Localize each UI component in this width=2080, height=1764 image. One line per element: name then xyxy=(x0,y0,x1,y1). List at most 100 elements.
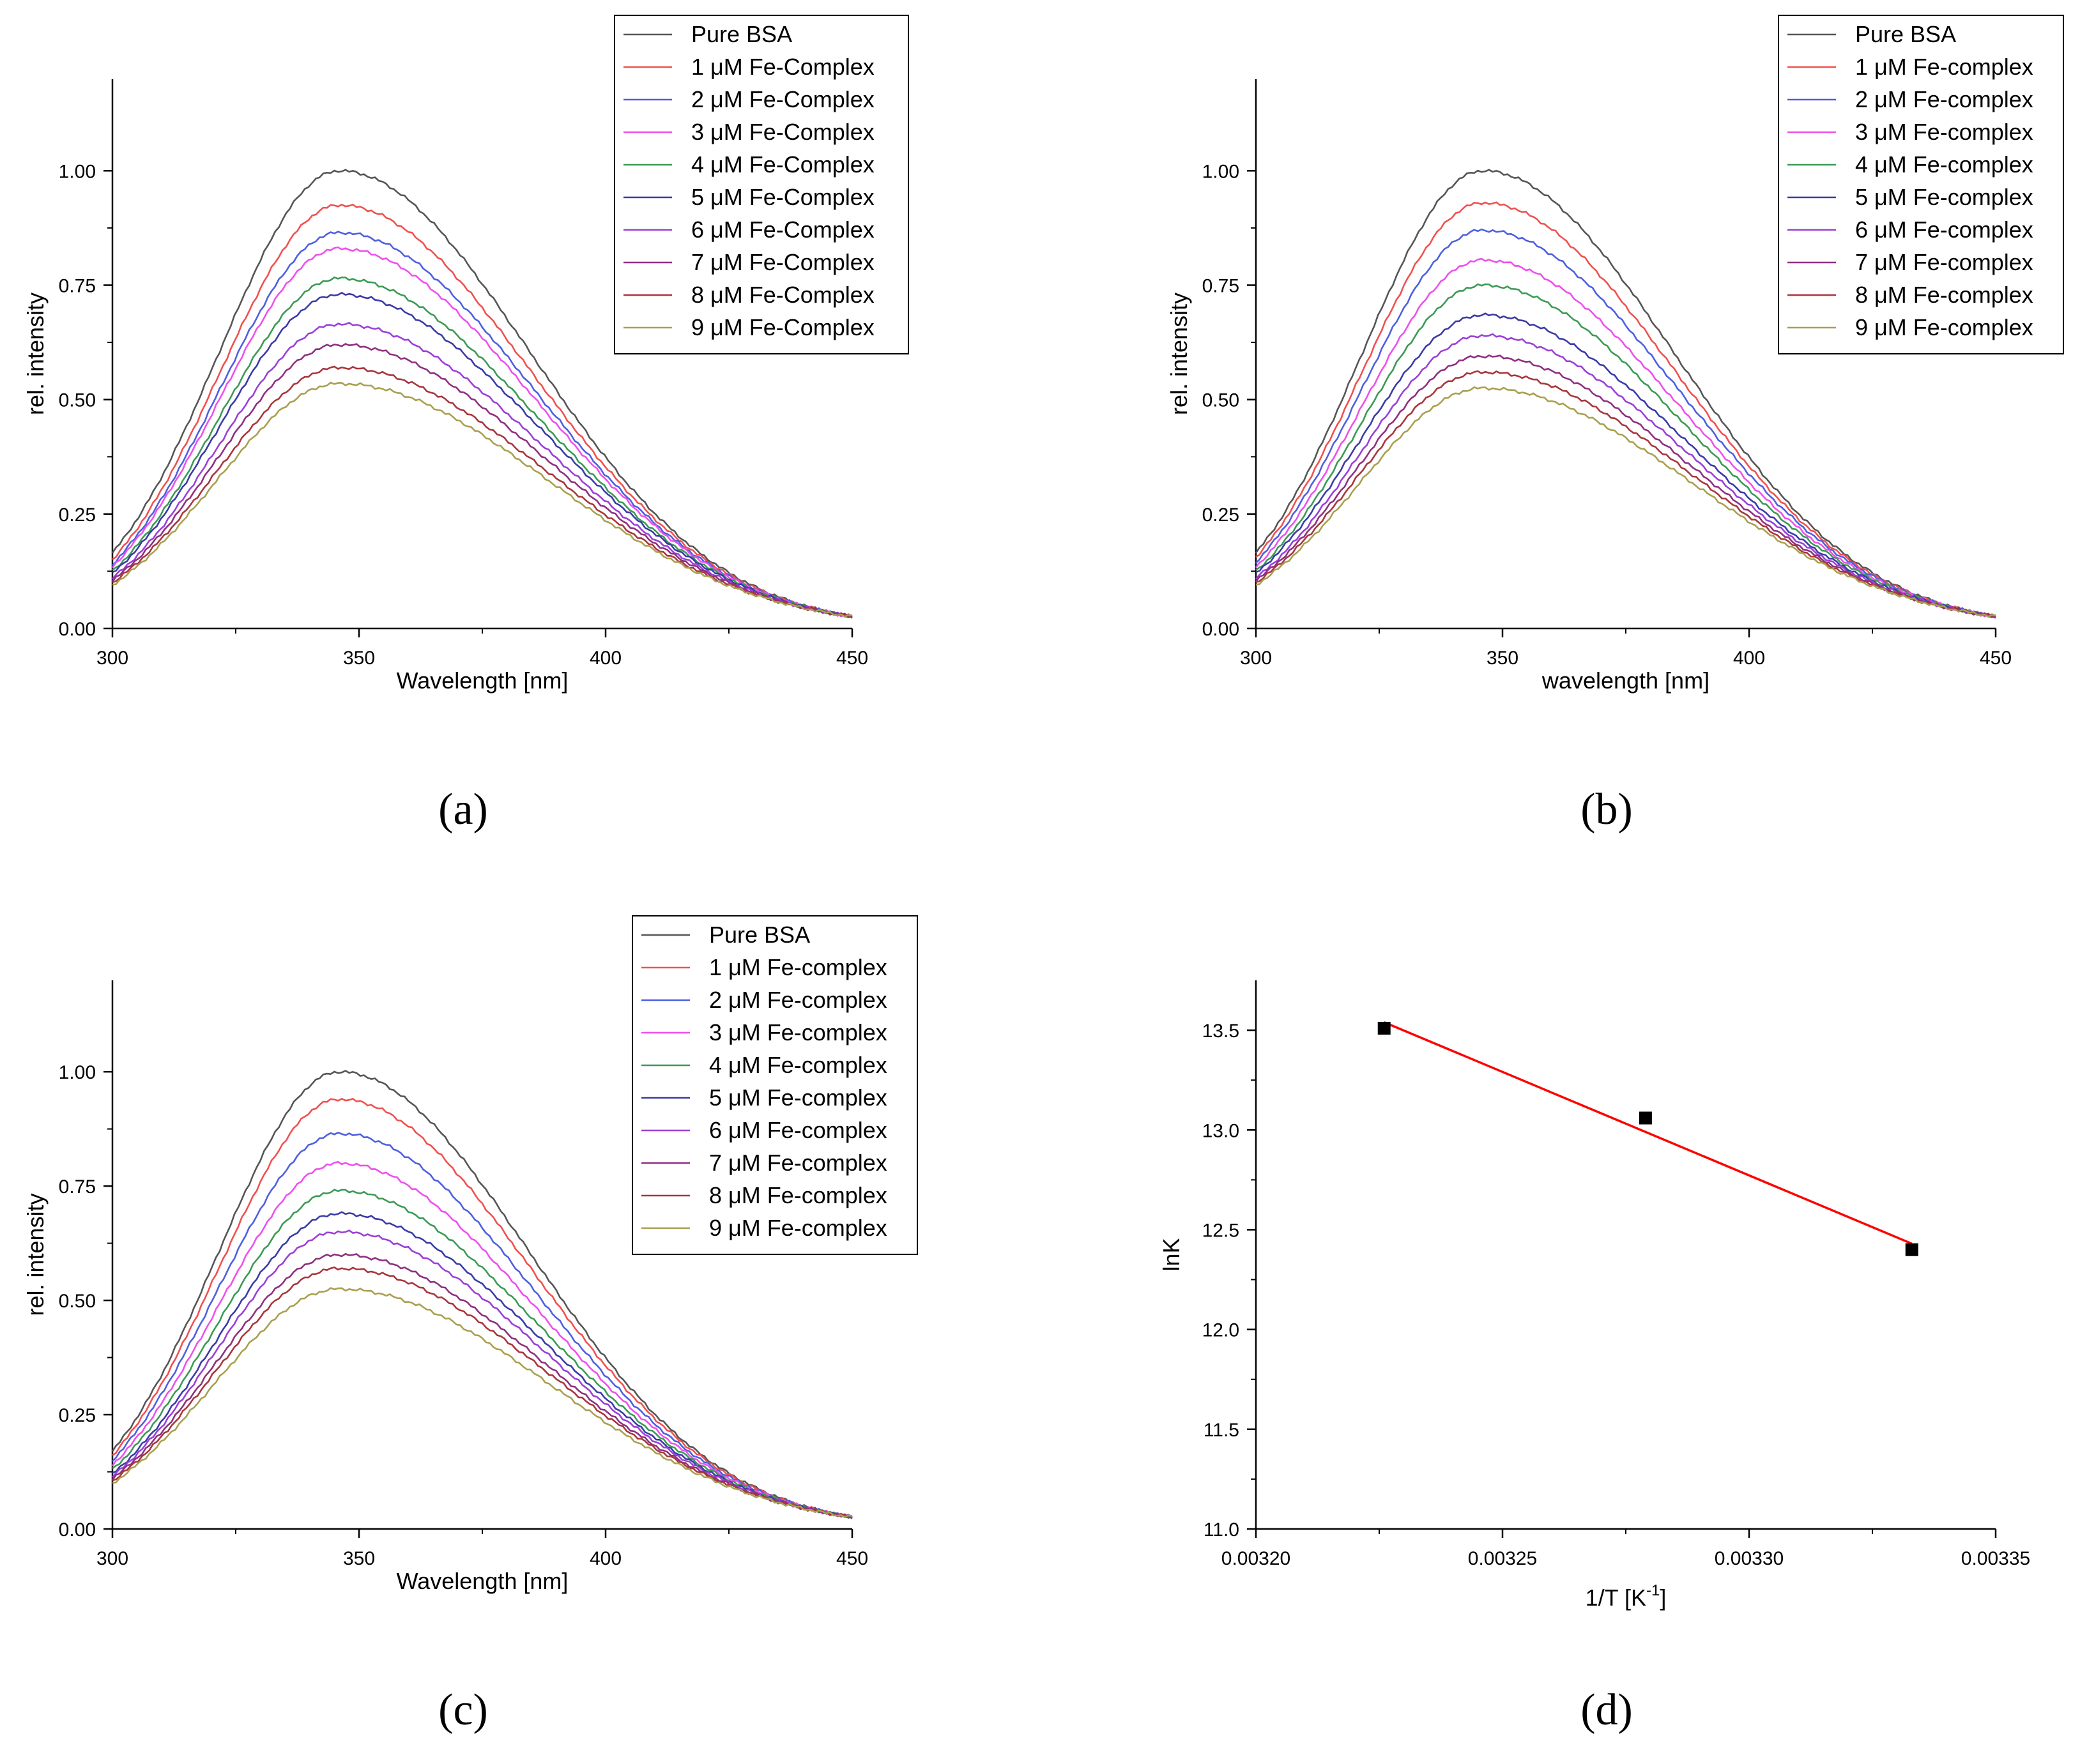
series-line xyxy=(111,1229,853,1519)
legend-entry: 6 μM Fe-complex xyxy=(709,1117,887,1143)
legend-entry: 9 μM Fe-complex xyxy=(1855,314,2033,340)
legend-entry: 8 μM Fe-Complex xyxy=(691,282,875,308)
y-tick-label: 0.50 xyxy=(1202,390,1239,411)
x-tick-label: 450 xyxy=(1980,648,2012,669)
chart-panel-b: 300 350 400 450 0.00 0.25 0.50 0.75 1.00 waveleng… xyxy=(1166,15,2064,694)
legend-entry: 3 μM Fe-complex xyxy=(709,1019,887,1045)
series-line xyxy=(112,1266,853,1518)
legend-entry: 7 μM Fe-complex xyxy=(1855,249,2033,275)
panel-label-a: (a) xyxy=(438,785,488,834)
x-tick-label: 450 xyxy=(836,648,868,669)
legend-entry: 1 μM Fe-Complex xyxy=(691,54,875,80)
legend-entry: 7 μM Fe-complex xyxy=(709,1150,887,1176)
y-tick-label: 11.5 xyxy=(1204,1420,1239,1441)
series-line xyxy=(1255,228,1996,618)
x-tick-label: 0.00330 xyxy=(1715,1548,1784,1569)
series-line xyxy=(112,381,853,618)
y-tick-label: 13.0 xyxy=(1202,1120,1239,1141)
x-tick-label: 350 xyxy=(1487,648,1518,669)
legend: Pure BSA 1 μM Fe-complex 2 μM Fe-complex 3 … xyxy=(1778,15,2064,354)
series-line xyxy=(111,343,853,618)
x-axis-label-suffix: ] xyxy=(1660,1585,1666,1611)
x-axis-label-main: 1/T [K xyxy=(1586,1585,1646,1611)
legend-entry: 4 μM Fe-Complex xyxy=(691,151,875,178)
legend-box xyxy=(1778,15,2064,354)
legend-entry: Pure BSA xyxy=(709,922,810,948)
y-axis-label: rel. intensity xyxy=(1166,293,1192,415)
data-point xyxy=(1639,1111,1652,1125)
series-line xyxy=(111,321,853,619)
legend-entry: 6 μM Fe-complex xyxy=(1855,217,2033,243)
y-tick-label: 0.75 xyxy=(59,1176,96,1198)
legend-entry: 5 μM Fe-complex xyxy=(1855,184,2033,210)
series-line xyxy=(111,1160,853,1519)
panel-label-b: (b) xyxy=(1580,785,1633,834)
series-line xyxy=(1255,354,1996,618)
legend-entry: 9 μM Fe-Complex xyxy=(691,314,875,340)
legend-entry: 6 μM Fe-Complex xyxy=(691,217,875,243)
x-tick-label: 350 xyxy=(343,648,375,669)
x-axis-label: 1/T [K-1] xyxy=(1586,1582,1667,1611)
legend-entry: 5 μM Fe-Complex xyxy=(691,184,875,210)
y-axis-label: rel. intensity xyxy=(22,293,49,415)
series-line xyxy=(112,291,853,618)
x-axis-label: Wavelength [nm] xyxy=(397,667,569,694)
x-tick-label: 300 xyxy=(96,1548,128,1569)
x-axis-label: wavelength [nm] xyxy=(1541,667,1709,694)
y-tick-label: 0.50 xyxy=(59,390,96,411)
chart-panel-d: 0.00320 0.00325 0.00330 0.00335 11.0 11.5 12.0… xyxy=(1158,980,2030,1611)
panel-label-d: (d) xyxy=(1580,1685,1633,1735)
legend-entry: 2 μM Fe-complex xyxy=(709,987,887,1013)
chart-panel-c: 300 350 400 450 0.00 0.25 0.50 0.75 1.00 Waveleng… xyxy=(22,915,918,1594)
legend-entry: 1 μM Fe-complex xyxy=(709,954,887,980)
x-tick-label: 300 xyxy=(1240,648,1272,669)
y-axis-label: lnK xyxy=(1158,1238,1184,1271)
y-tick-label: 12.0 xyxy=(1202,1320,1239,1341)
x-tick-label: 350 xyxy=(343,1548,375,1569)
x-axis-label-sup: -1 xyxy=(1646,1582,1660,1599)
y-tick-label: 0.25 xyxy=(59,505,96,526)
chart-panel-a: 300 350 400 450 0.00 0.25 0.50 0.75 1.00 Waveleng… xyxy=(22,15,909,694)
series-line xyxy=(111,1252,853,1519)
y-tick-label: 13.5 xyxy=(1202,1021,1239,1042)
legend-entry: 4 μM Fe-complex xyxy=(1855,151,2033,178)
y-tick-label: 0.75 xyxy=(1202,276,1239,297)
y-tick-label: 0.75 xyxy=(59,276,96,297)
x-tick-label: 400 xyxy=(590,1548,622,1569)
series-line xyxy=(1255,201,1996,617)
y-tick-label: 0.50 xyxy=(59,1291,96,1312)
series-line xyxy=(112,1287,853,1519)
x-tick-label: 0.00320 xyxy=(1221,1548,1290,1569)
series-line xyxy=(1255,370,1996,618)
series-line xyxy=(111,169,852,618)
y-tick-label: 0.25 xyxy=(1202,505,1239,526)
x-tick-label: 400 xyxy=(590,648,622,669)
y-tick-label: 0.00 xyxy=(59,1519,96,1540)
y-axis-label: rel. intensity xyxy=(22,1193,49,1316)
legend-entry: 9 μM Fe-complex xyxy=(709,1215,887,1241)
y-tick-label: 1.00 xyxy=(59,1062,96,1083)
series-line xyxy=(112,1097,853,1517)
legend-entry: 8 μM Fe-complex xyxy=(709,1182,887,1208)
legend-entry: 8 μM Fe-complex xyxy=(1855,282,2033,308)
legend-box xyxy=(614,15,909,354)
legend-entry: 3 μM Fe-Complex xyxy=(691,119,875,145)
y-tick-label: 11.0 xyxy=(1204,1519,1239,1540)
x-tick-label: 450 xyxy=(836,1548,868,1569)
series-line xyxy=(112,365,853,618)
y-tick-label: 0.25 xyxy=(59,1405,96,1426)
legend-entry: 4 μM Fe-complex xyxy=(709,1052,887,1078)
series-line xyxy=(112,231,853,618)
y-tick-label: 0.00 xyxy=(59,619,96,640)
y-tick-label: 1.00 xyxy=(59,161,96,182)
legend-box xyxy=(632,915,918,1255)
y-tick-label: 0.00 xyxy=(1202,619,1239,640)
series-line xyxy=(112,1131,853,1518)
x-tick-label: 0.00335 xyxy=(1961,1548,2030,1569)
legend-entry: 2 μM Fe-complex xyxy=(1855,86,2033,112)
legend-entry: 1 μM Fe-complex xyxy=(1855,54,2033,80)
data-point xyxy=(1377,1021,1391,1035)
x-tick-label: 300 xyxy=(96,648,128,669)
series-line xyxy=(1255,257,1996,618)
